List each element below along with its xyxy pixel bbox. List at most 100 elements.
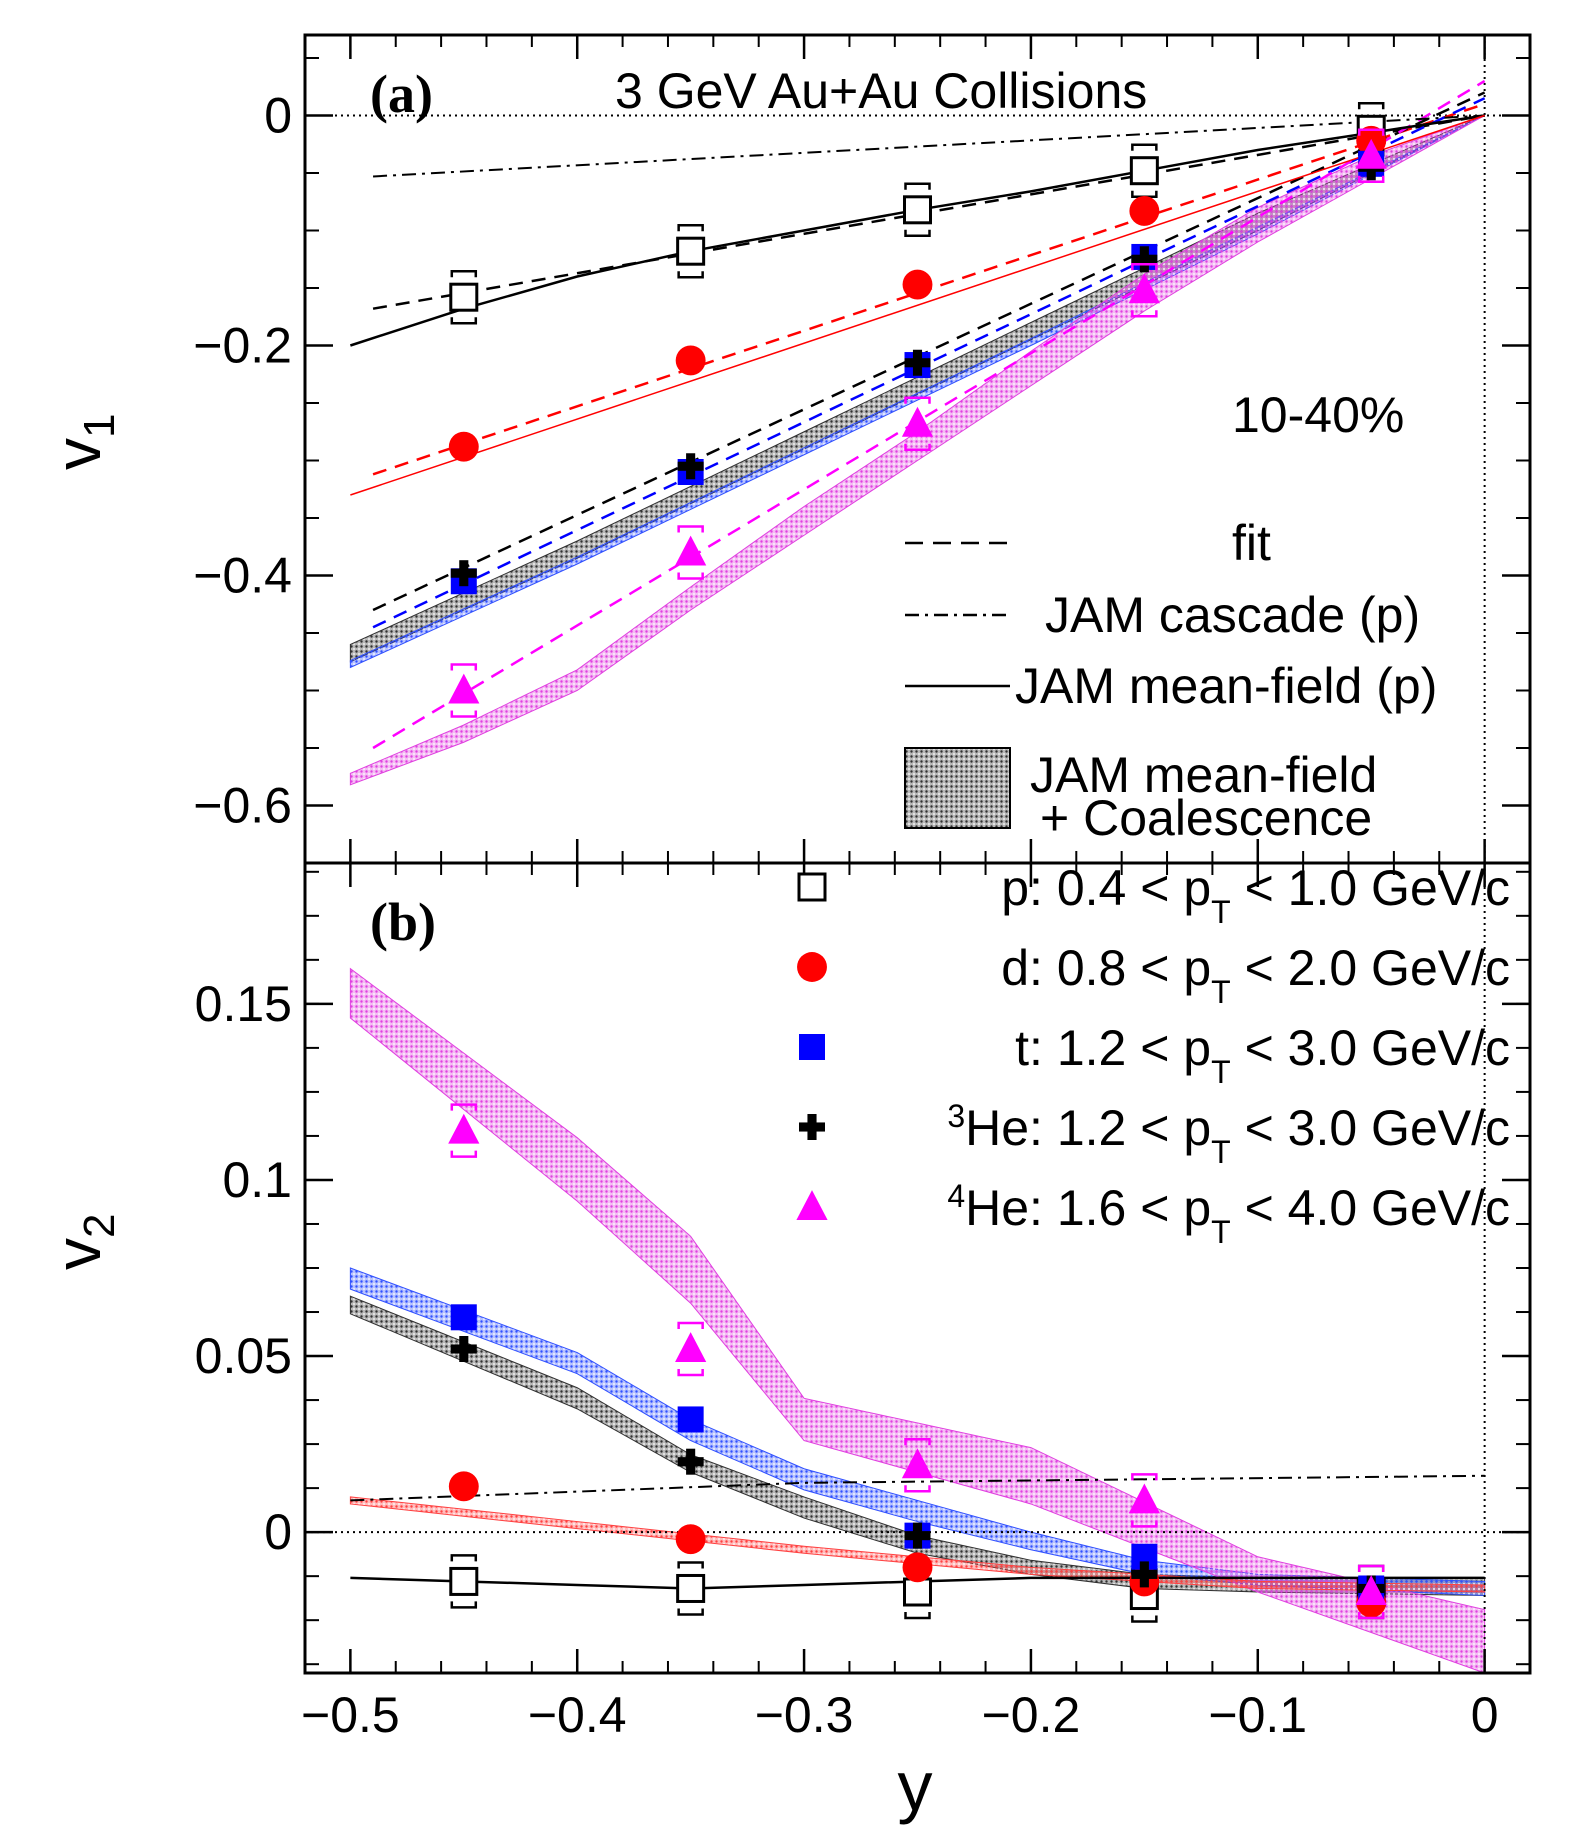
legend-main: He: 1.6 < p	[965, 1180, 1211, 1236]
legend-main: He: 1.2 < p	[965, 1100, 1211, 1156]
marker-cross-v	[807, 1114, 817, 1140]
legend-band-swatch	[904, 747, 1011, 829]
marker-open-square	[676, 1573, 706, 1603]
sys-bracket	[450, 663, 478, 718]
marker-triangle	[448, 1113, 480, 1144]
sys-bracket	[677, 1321, 704, 1377]
marker-circle	[675, 345, 706, 376]
marker-cross-v	[1139, 1561, 1149, 1588]
fit-line	[372, 91, 1486, 612]
legend-sub: T	[1211, 1054, 1231, 1090]
panel-a-label: (a)	[370, 64, 433, 124]
panel-a-ylabel-sub: 1	[75, 414, 124, 438]
marker-cross-v	[686, 1448, 696, 1475]
legend-band-label2: + Coalescence	[1040, 790, 1372, 846]
legend-entry-label: d: 0.8 < pT < 2.0 GeV/c	[1001, 940, 1510, 1010]
marker-triangle	[901, 406, 934, 437]
marker-circle	[448, 1471, 479, 1502]
legend-label: JAM cascade (p)	[1045, 587, 1420, 643]
sys-bracket	[904, 182, 931, 238]
legend-sup: 3	[947, 1098, 965, 1134]
legend-band-label: JAM mean-field	[1030, 747, 1377, 803]
marker-cross-v	[1139, 246, 1149, 273]
marker-triangle	[675, 1332, 707, 1362]
legend-post: < 1.0 GeV/c	[1231, 860, 1510, 916]
legend-main: p: 0.4 < p	[1001, 860, 1211, 916]
legend-sub: T	[1211, 1134, 1231, 1170]
marker-open-square	[903, 195, 932, 225]
y-tick-label: −0.4	[193, 548, 292, 604]
sys-bracket	[450, 1103, 478, 1158]
sys-bracket	[1357, 128, 1385, 183]
panel-b-ylabel-main: v	[42, 1238, 114, 1270]
panel-b-label: (b)	[370, 892, 436, 952]
y-tick-label: 0.1	[222, 1152, 292, 1208]
x-tick-label: 0	[1471, 1687, 1499, 1743]
legend-entry-label: 4He: 1.6 < pT < 4.0 GeV/c	[947, 1178, 1510, 1250]
marker-open-square	[449, 1566, 479, 1596]
legend-post: < 4.0 GeV/c	[1231, 1180, 1510, 1236]
marker-cross-v	[912, 1522, 923, 1549]
legend-post: < 3.0 GeV/c	[1231, 1020, 1510, 1076]
x-tick-label: −0.4	[528, 1687, 627, 1743]
jam-cascade-line	[350, 1474, 1485, 1502]
jam-cascade-line	[373, 114, 1485, 178]
marker-triangle	[675, 535, 707, 566]
marker-triangle	[448, 673, 480, 704]
sys-bracket	[1131, 263, 1158, 318]
marker-open-square	[903, 1577, 932, 1607]
sys-bracket	[450, 269, 478, 325]
legend-sup: 4	[947, 1178, 965, 1214]
jam-meanfield-d-line	[350, 114, 1485, 496]
panel-b-ylabel-sub: 2	[75, 1214, 124, 1238]
panel-b-ylabel: v2	[42, 1214, 124, 1270]
marker-open-square	[797, 872, 827, 902]
panel-a-lines	[305, 35, 1530, 863]
sys-bracket	[1357, 1564, 1385, 1620]
legend-sub: T	[1211, 1214, 1231, 1250]
marker-cross-v	[686, 453, 696, 480]
marker-triangle	[901, 1448, 934, 1479]
marker-circle	[902, 1552, 933, 1583]
legend-sub: T	[1211, 894, 1231, 930]
marker-square	[677, 1406, 704, 1433]
marker-triangle	[796, 1190, 828, 1220]
sys-bracket	[450, 1554, 478, 1609]
x-axis-label: y	[898, 1747, 933, 1825]
marker-triangle	[1128, 1483, 1160, 1514]
fit-line	[372, 97, 1486, 629]
y-tick-label: 0.05	[195, 1328, 292, 1384]
x-tick-label: −0.1	[1208, 1687, 1307, 1743]
marker-circle	[797, 952, 827, 982]
legend-label: JAM mean-field (p)	[1015, 658, 1437, 714]
sys-bracket	[1131, 1473, 1158, 1528]
y-tick-label: 0.15	[195, 976, 292, 1032]
legend-entry-label: t: 1.2 < pT < 3.0 GeV/c	[1015, 1020, 1510, 1090]
marker-cross-v	[912, 349, 923, 376]
marker-square	[450, 1304, 477, 1331]
panel-a-centrality: 10-40%	[1232, 387, 1404, 443]
y-tick-label: 0	[264, 1504, 292, 1560]
x-tick-label: −0.5	[301, 1687, 400, 1743]
axes-ticks: 0 −0.2 −0.4 −0.6 0.15 0.1 0.05 0 −0.5 −0.4 −0.3 −0.…	[193, 35, 1531, 1743]
marker-square	[799, 1034, 825, 1060]
panel-b-markers	[448, 1103, 1387, 1623]
marker-open-square	[449, 282, 479, 312]
fit-line	[372, 79, 1486, 750]
y-tick-label: −0.2	[193, 318, 292, 374]
panel-a-ylabel: v1	[42, 414, 124, 470]
panel-a-markers	[448, 102, 1387, 718]
legend-label: fit	[1232, 515, 1271, 571]
y-tick-label: −0.6	[193, 778, 292, 834]
legend-sub: T	[1211, 974, 1231, 1010]
sys-bracket	[904, 396, 931, 451]
jam-meanfield-line	[349, 114, 1485, 347]
jam-meanfield-line	[350, 1576, 1485, 1590]
legend-entry-label: p: 0.4 < pT < 1.0 GeV/c	[1001, 860, 1510, 930]
x-tick-label: −0.3	[755, 1687, 854, 1743]
marker-open-square	[676, 236, 706, 266]
sys-bracket	[677, 223, 704, 279]
panel-a-legend: fit JAM cascade (p) JAM mean-field (p) JAM …	[904, 515, 1437, 846]
panel-a-ylabel-main: v	[42, 438, 114, 470]
